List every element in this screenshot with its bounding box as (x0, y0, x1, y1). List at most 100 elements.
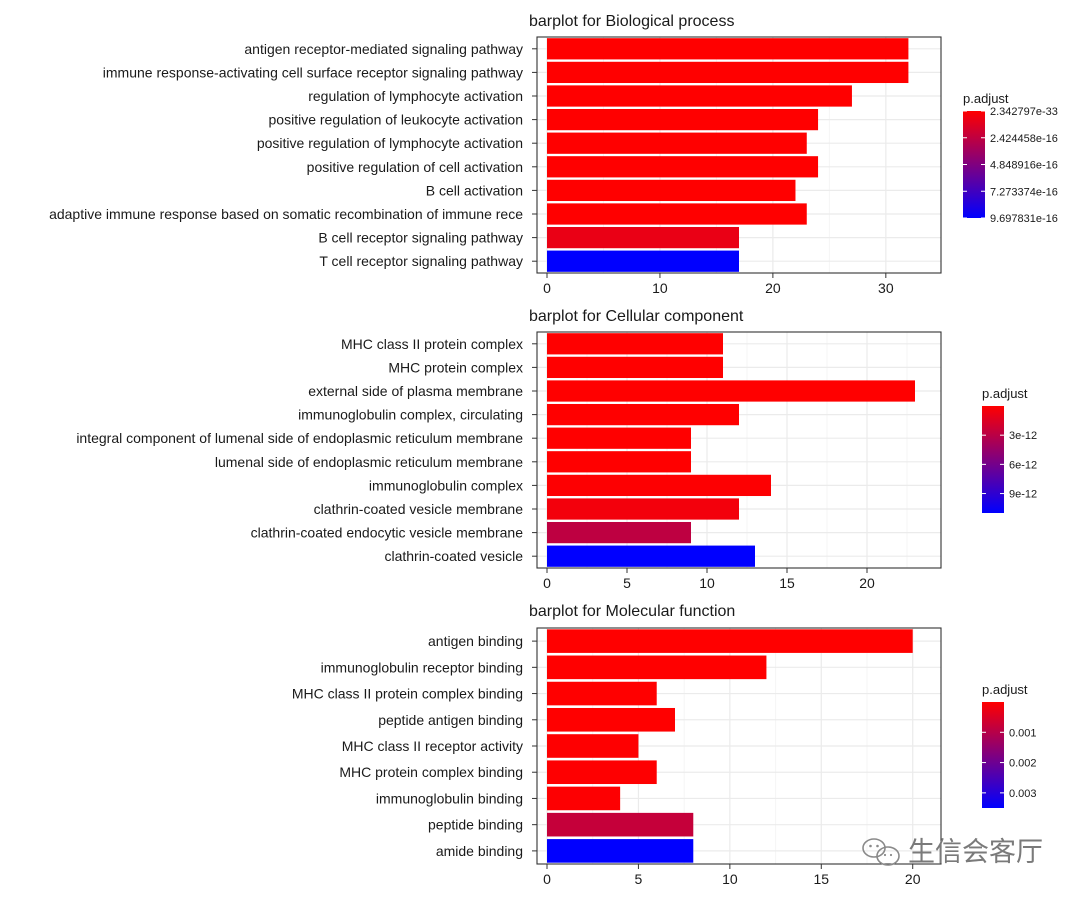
bar (547, 403, 739, 426)
panel-title: barplot for Molecular function (529, 603, 735, 620)
y-tick-label: regulation of lymphocyte activation (308, 88, 523, 104)
y-tick-label: peptide antigen binding (378, 712, 523, 728)
y-tick-label: MHC protein complex binding (339, 764, 523, 780)
x-tick-label: 20 (905, 871, 921, 887)
bar (547, 85, 852, 107)
bar (547, 156, 819, 178)
bar (547, 108, 819, 131)
bar (547, 681, 657, 706)
panel-title: barplot for Cellular component (529, 308, 744, 325)
bar (547, 498, 739, 520)
y-tick-label: MHC class II protein complex binding (292, 686, 523, 702)
bar (547, 655, 767, 680)
y-tick-label: positive regulation of lymphocyte activa… (257, 135, 523, 151)
y-tick-label: antigen binding (428, 633, 523, 649)
x-tick-label: 10 (722, 871, 738, 887)
legend-colorbar (982, 406, 1004, 513)
bar (547, 356, 723, 379)
bar (547, 760, 657, 785)
watermark-text: 生信会客厅 (908, 837, 1043, 868)
panel-title: barplot for Biological process (529, 13, 734, 30)
legend-tick-label: 7.273374e-16 (990, 186, 1058, 198)
watermark: 生信会客厅 (862, 837, 1043, 868)
legend-colorbar (963, 111, 985, 218)
panel-border (536, 331, 942, 569)
y-tick-label: clathrin-coated vesicle membrane (314, 501, 524, 517)
y-tick-label: MHC class II protein complex (341, 336, 523, 352)
y-tick-label: clathrin-coated endocytic vesicle membra… (251, 525, 524, 541)
y-tick-label: adaptive immune response based on somati… (49, 206, 523, 222)
bar (547, 545, 755, 567)
y-tick-label: peptide binding (428, 817, 523, 833)
x-tick-label: 30 (878, 280, 894, 296)
bar (547, 203, 807, 225)
legend-tick-label: 6e-12 (1009, 459, 1037, 471)
bar (547, 250, 739, 272)
y-tick-label: amide binding (436, 843, 523, 859)
legend-molecular-function: p.adjust 0.001 0.002 0.003 (982, 682, 1037, 808)
y-tick-label: integral component of lumenal side of en… (76, 430, 523, 446)
bar (547, 734, 639, 758)
panel-biological-process: antigen receptor-mediated signaling path… (49, 13, 1058, 296)
legend-tick-label: 9.697831e-16 (990, 213, 1058, 225)
y-tick-label: immunoglobulin binding (376, 790, 523, 806)
legend-title: p.adjust (963, 91, 1009, 106)
x-tick-label: 10 (699, 575, 715, 591)
bar (547, 380, 915, 402)
x-tick-label: 0 (543, 280, 551, 296)
y-tick-label: B cell activation (426, 182, 523, 198)
y-tick-label: external side of plasma membrane (308, 383, 523, 399)
x-tick-label: 5 (635, 871, 643, 887)
x-tick-label: 10 (652, 280, 668, 296)
bar (547, 427, 691, 449)
legend-colorbar (982, 702, 1004, 808)
bar (547, 839, 694, 863)
bar (547, 629, 913, 653)
bar (547, 474, 771, 497)
y-tick-label: immunoglobulin complex (369, 477, 523, 493)
bar (547, 179, 796, 202)
bar (547, 451, 691, 473)
bar (547, 132, 807, 154)
bar (547, 707, 675, 732)
legend-tick-label: 3e-12 (1009, 430, 1037, 442)
y-tick-label: positive regulation of leukocyte activat… (269, 112, 523, 128)
y-tick-label: MHC class II receptor activity (342, 738, 523, 754)
x-tick-label: 0 (543, 575, 551, 591)
bar (547, 61, 909, 84)
y-tick-label: immunoglobulin receptor binding (321, 659, 523, 675)
y-tick-label: B cell receptor signaling pathway (318, 230, 523, 246)
legend-tick-label: 9e-12 (1009, 489, 1037, 501)
y-tick-label: clathrin-coated vesicle (384, 548, 523, 564)
bar (547, 226, 739, 249)
legend-tick-label: 4.848916e-16 (990, 160, 1058, 172)
legend-tick-label: 0.002 (1009, 758, 1037, 770)
x-tick-label: 15 (813, 871, 829, 887)
x-tick-label: 20 (765, 280, 781, 296)
y-tick-label: T cell receptor signaling pathway (319, 253, 523, 269)
legend-tick-label: 2.342797e-33 (990, 106, 1058, 118)
legend-title: p.adjust (982, 682, 1028, 697)
y-tick-label: immunoglobulin complex, circulating (298, 407, 523, 423)
panel-molecular-function: antigen binding immunoglobulin receptor b… (292, 603, 1037, 887)
legend-title: p.adjust (982, 386, 1028, 401)
y-tick-label: positive regulation of cell activation (307, 159, 523, 175)
legend-tick-label: 0.003 (1009, 788, 1037, 800)
panel-cellular-component: MHC class II protein complex MHC protein … (76, 308, 1037, 591)
bar (547, 812, 694, 837)
bar (547, 521, 691, 544)
x-tick-label: 15 (779, 575, 795, 591)
legend-cellular-component: p.adjust 3e-12 6e-12 9e-12 (982, 386, 1037, 513)
y-tick-label: MHC protein complex (388, 359, 523, 375)
y-tick-label: lumenal side of endoplasmic reticulum me… (215, 454, 523, 470)
panel-border (536, 36, 942, 274)
bar (547, 786, 621, 811)
x-tick-label: 20 (859, 575, 875, 591)
y-tick-label: antigen receptor-mediated signaling path… (244, 41, 523, 57)
bar (547, 38, 909, 60)
wechat-icon (862, 838, 900, 866)
bar (547, 333, 723, 355)
x-tick-label: 0 (543, 871, 551, 887)
